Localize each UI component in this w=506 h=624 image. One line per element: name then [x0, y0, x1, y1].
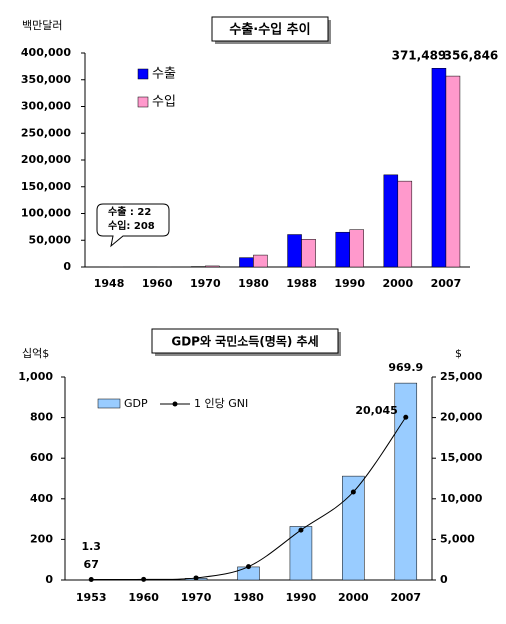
x-tick-label: 1990 [286, 591, 317, 604]
legend-swatch [137, 68, 149, 80]
y2-tick-label: 10,000 [440, 492, 483, 505]
x-tick-label: 1988 [286, 277, 317, 290]
bar [205, 265, 220, 268]
x-tick-label: 2007 [431, 277, 462, 290]
y-tick-label: 400 [30, 492, 53, 505]
chart-title: GDP와 국민소득(명목) 추세 [171, 334, 318, 349]
data-label: 1.3 [81, 540, 101, 553]
bar [431, 68, 447, 268]
y2-tick-label: 25,000 [440, 370, 483, 383]
y-tick-label: 100,000 [21, 207, 71, 220]
x-tick-label: 1990 [334, 277, 365, 290]
marker [298, 527, 304, 533]
bar [287, 234, 302, 268]
marker [193, 575, 199, 581]
x-tick-label: 2000 [338, 591, 369, 604]
y-tick-label: 300,000 [21, 100, 71, 113]
y-axis-label: 백만달러 [22, 19, 62, 32]
bar [335, 231, 350, 268]
x-tick-label: 1980 [238, 277, 269, 290]
legend-swatch [137, 96, 149, 108]
callout [96, 203, 170, 248]
x-tick-label: 2000 [383, 277, 414, 290]
annotation: 수출 : 22 [108, 205, 151, 218]
bar [239, 257, 254, 268]
bar [342, 475, 365, 581]
x-tick-label: 1960 [142, 277, 173, 290]
marker [403, 414, 409, 420]
bar [253, 254, 268, 268]
bar [383, 174, 399, 268]
legend-label: 수출 [152, 67, 176, 82]
y2-axis-label: $ [455, 347, 462, 360]
title-box [211, 16, 329, 42]
marker [141, 576, 147, 582]
data-label: 356,846 [444, 49, 499, 63]
x-tick-label: 1970 [181, 591, 212, 604]
x-tick-label: 1953 [76, 591, 107, 604]
bar [394, 382, 418, 581]
bar [397, 180, 413, 268]
legend-label: 수입 [152, 95, 176, 110]
y-tick-label: 0 [63, 260, 71, 273]
bar [289, 526, 313, 581]
y-tick-label: 1,000 [18, 370, 53, 383]
legend-swatch [97, 398, 121, 409]
x-tick-label: 1980 [233, 591, 264, 604]
bar [445, 75, 461, 268]
y-axis-label: 십억$ [22, 347, 49, 360]
x-tick-label: 2007 [390, 591, 421, 604]
y2-tick-label: 0 [440, 573, 448, 586]
annotation: 수입: 208 [108, 219, 155, 232]
legend-marker [172, 401, 178, 407]
y-tick-label: 200 [30, 532, 53, 545]
x-tick-label: 1948 [94, 277, 125, 290]
marker [88, 576, 94, 582]
y-tick-label: 200,000 [21, 153, 71, 166]
title-box [151, 328, 339, 354]
y-tick-label: 400,000 [21, 46, 71, 59]
bar [301, 239, 316, 268]
x-tick-label: 1960 [128, 591, 159, 604]
y2-tick-label: 20,000 [440, 411, 483, 424]
y-tick-label: 150,000 [21, 180, 71, 193]
bar [349, 229, 364, 268]
y-tick-label: 350,000 [21, 73, 71, 86]
legend-label: GDP [124, 397, 148, 410]
chart-title: 수출·수입 추이 [229, 22, 310, 38]
marker [350, 489, 356, 495]
data-label: 969.9 [388, 361, 423, 374]
y-tick-label: 600 [30, 451, 53, 464]
y-tick-label: 250,000 [21, 126, 71, 139]
y-tick-label: 800 [30, 411, 53, 424]
y-tick-label: 50,000 [29, 233, 72, 246]
data-label: 67 [84, 558, 99, 571]
y2-tick-label: 15,000 [440, 451, 483, 464]
y-tick-label: 0 [45, 573, 53, 586]
data-label: 20,045 [355, 404, 397, 417]
legend-label: 1 인당 GNI [194, 397, 248, 410]
x-tick-label: 1970 [190, 277, 221, 290]
marker [246, 564, 251, 570]
data-label: 371,489 [392, 49, 447, 63]
y2-tick-label: 5,000 [440, 532, 475, 545]
